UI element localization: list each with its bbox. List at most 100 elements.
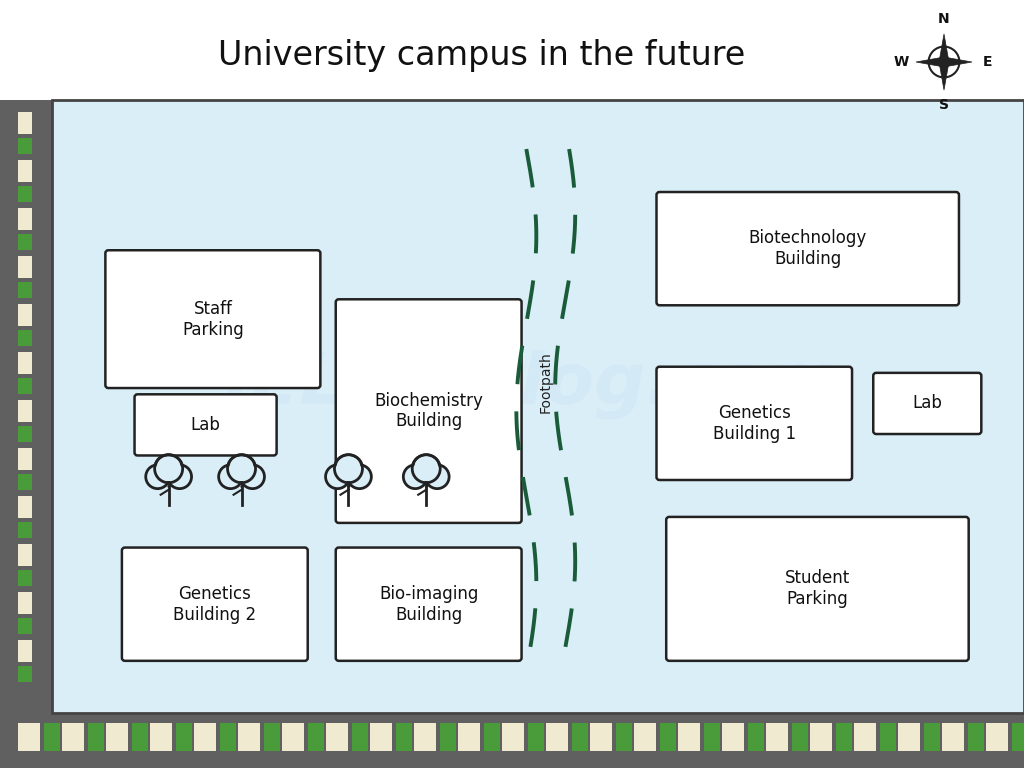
Bar xyxy=(194,723,216,751)
Bar xyxy=(1012,723,1024,751)
Bar xyxy=(440,723,456,751)
FancyBboxPatch shape xyxy=(336,548,521,660)
Bar xyxy=(106,723,128,751)
Bar xyxy=(590,723,612,751)
Bar xyxy=(880,723,896,751)
Bar xyxy=(942,723,964,751)
Bar xyxy=(18,304,32,326)
Text: Footpath: Footpath xyxy=(539,351,553,413)
Bar xyxy=(396,723,412,751)
Polygon shape xyxy=(939,34,949,62)
Circle shape xyxy=(326,465,349,488)
Bar xyxy=(62,723,84,751)
Bar xyxy=(150,723,172,751)
Text: Lab: Lab xyxy=(190,416,220,434)
Bar xyxy=(370,723,392,751)
Bar xyxy=(18,160,32,182)
Bar xyxy=(18,234,32,250)
Text: W: W xyxy=(893,55,908,69)
Bar xyxy=(176,723,193,751)
FancyBboxPatch shape xyxy=(105,250,321,388)
Circle shape xyxy=(229,456,254,481)
FancyBboxPatch shape xyxy=(134,394,276,455)
FancyBboxPatch shape xyxy=(336,300,521,523)
Polygon shape xyxy=(944,57,972,67)
Bar xyxy=(0,100,52,768)
Bar xyxy=(18,448,32,470)
Bar xyxy=(18,208,32,230)
FancyBboxPatch shape xyxy=(122,548,308,660)
Bar xyxy=(766,723,788,751)
Bar xyxy=(414,723,436,751)
Bar xyxy=(678,723,700,751)
Bar xyxy=(705,723,720,751)
Bar xyxy=(18,378,32,394)
Bar xyxy=(924,723,940,751)
Bar xyxy=(220,723,236,751)
Circle shape xyxy=(425,465,450,488)
Bar xyxy=(18,474,32,490)
FancyBboxPatch shape xyxy=(667,517,969,660)
Bar xyxy=(484,723,500,751)
Bar xyxy=(18,522,32,538)
Bar xyxy=(238,723,260,751)
Bar xyxy=(634,723,656,751)
Polygon shape xyxy=(916,57,944,67)
Bar xyxy=(18,666,32,682)
Bar xyxy=(18,400,32,422)
Circle shape xyxy=(403,465,427,488)
Bar xyxy=(546,723,568,751)
Bar xyxy=(18,352,32,374)
Bar xyxy=(458,723,480,751)
Circle shape xyxy=(157,456,181,481)
Bar xyxy=(18,186,32,202)
Bar xyxy=(88,723,104,751)
Polygon shape xyxy=(939,62,949,90)
Text: S: S xyxy=(939,98,949,112)
Bar xyxy=(18,723,40,751)
Bar xyxy=(44,723,60,751)
Bar xyxy=(968,723,984,751)
Circle shape xyxy=(219,465,243,488)
Bar xyxy=(18,112,32,134)
Bar xyxy=(898,723,920,751)
Bar xyxy=(986,723,1008,751)
FancyBboxPatch shape xyxy=(656,192,958,306)
Bar xyxy=(660,723,676,751)
Bar xyxy=(572,723,588,751)
Bar xyxy=(836,723,852,751)
Text: Biotechnology
Building: Biotechnology Building xyxy=(749,230,867,268)
Bar xyxy=(326,723,348,751)
Bar xyxy=(18,496,32,518)
Circle shape xyxy=(168,465,191,488)
Bar xyxy=(810,723,831,751)
Bar xyxy=(18,570,32,586)
Bar xyxy=(722,723,744,751)
Bar xyxy=(616,723,632,751)
Bar xyxy=(18,256,32,278)
Bar xyxy=(0,713,1024,768)
Bar xyxy=(132,723,148,751)
Bar xyxy=(18,592,32,614)
Bar xyxy=(264,723,280,751)
FancyBboxPatch shape xyxy=(873,372,981,434)
Bar xyxy=(18,330,32,346)
Circle shape xyxy=(414,456,438,481)
Text: Lab: Lab xyxy=(912,395,942,412)
Text: Biochemistry
Building: Biochemistry Building xyxy=(374,392,483,431)
Text: N: N xyxy=(938,12,950,26)
Bar xyxy=(18,282,32,298)
Bar xyxy=(18,138,32,154)
Text: Genetics
Building 1: Genetics Building 1 xyxy=(713,404,796,443)
Circle shape xyxy=(241,465,264,488)
Bar xyxy=(352,723,368,751)
Bar xyxy=(792,723,808,751)
Bar xyxy=(748,723,764,751)
Bar xyxy=(528,723,544,751)
Bar xyxy=(18,544,32,566)
Bar xyxy=(854,723,876,751)
Circle shape xyxy=(145,465,170,488)
Circle shape xyxy=(336,456,360,481)
Text: Staff
Parking: Staff Parking xyxy=(182,300,244,339)
Text: University campus in the future: University campus in the future xyxy=(218,38,744,71)
